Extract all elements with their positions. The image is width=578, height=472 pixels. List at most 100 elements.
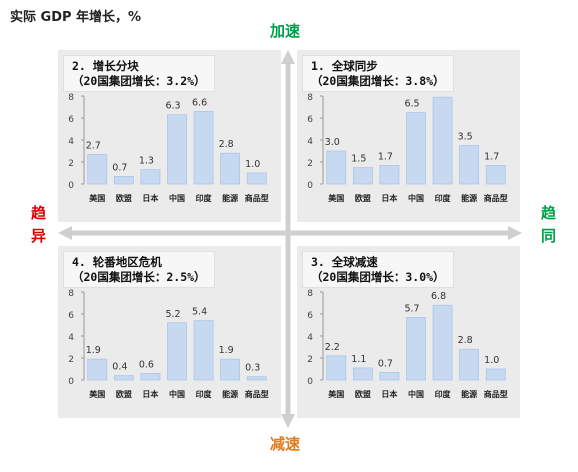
data-label: 1.7	[484, 151, 499, 162]
x-tick-label: 中国	[169, 193, 185, 203]
x-tick-label: 中国	[408, 389, 424, 399]
bar-chart-growth-blocks: 0 2 4 6 8 2.7 美国 0.7 欧盟 1.3 日本 6.3 中国 6.6 印度 2.8 能源 1.0 商品…	[68, 93, 269, 203]
bar	[406, 317, 426, 381]
x-tick-label: 商品型	[245, 193, 269, 203]
x-tick-label: 欧盟	[116, 389, 132, 399]
bar	[352, 367, 373, 381]
bar	[379, 165, 400, 185]
axis-label-diverge: 趋异	[29, 205, 47, 251]
x-tick-label: 印度	[196, 389, 213, 399]
x-tick-label: 能源	[222, 389, 238, 399]
axis-label-converge: 趋同	[539, 205, 557, 251]
x-tick-label: 欧盟	[355, 193, 371, 203]
data-label: 3.0	[325, 137, 340, 148]
y-tick-label: 8	[68, 93, 74, 103]
data-label: 5.4	[192, 307, 207, 318]
y-tick-label: 0	[307, 181, 313, 191]
panel-title: 1. 全球同步 （20国集团增长：3.8%）	[302, 55, 454, 92]
bar	[87, 358, 108, 381]
data-label: 0.7	[378, 358, 393, 369]
axis-label-decelerate: 减速	[270, 435, 301, 453]
x-tick-label: 商品型	[484, 389, 508, 399]
y-tick-label: 0	[307, 377, 313, 387]
y-tick-label: 6	[68, 115, 74, 125]
x-tick-label: 美国	[328, 193, 344, 203]
x-tick-label: 印度	[435, 193, 452, 203]
bar	[406, 112, 426, 185]
bar	[326, 150, 347, 185]
y-tick-label: 4	[307, 333, 313, 343]
bar	[140, 373, 161, 381]
chart-title: 实际 GDP 年增长，%	[10, 10, 142, 25]
bar	[379, 372, 400, 381]
bar	[167, 322, 187, 381]
data-label: 1.0	[484, 355, 499, 366]
data-label: 0.3	[245, 363, 260, 374]
data-label: 2.8	[219, 139, 234, 150]
y-tick-label: 6	[307, 115, 313, 125]
data-label: 6.6	[192, 97, 207, 108]
x-tick-label: 欧盟	[116, 193, 132, 203]
bar	[326, 355, 347, 381]
y-tick-label: 2	[68, 159, 74, 169]
x-tick-label: 商品型	[484, 193, 508, 203]
panel-global-slowdown: 0 2 4 6 8 2.2 美国 1.1 欧盟 0.7 日本 5.7 中国 6.8 印度 2.8 能源 1.0 商品…	[297, 246, 520, 418]
x-tick-label: 美国	[328, 389, 344, 399]
x-tick-label: 欧盟	[355, 389, 371, 399]
bar	[459, 145, 480, 185]
bar	[220, 358, 241, 381]
x-tick-label: 中国	[169, 389, 185, 399]
bar	[432, 96, 453, 185]
data-label: 2.2	[325, 342, 340, 353]
data-label: 2.8	[458, 335, 473, 346]
panel-growth-blocks: 0 2 4 6 8 2.7 美国 0.7 欧盟 1.3 日本 6.3 中国 6.6 印度 2.8 能源 1.0 商品…	[58, 50, 281, 222]
bar-chart-global-sync: 024683.0美国1.5欧盟1.7日本6.5中国7.9印度3.5能源1.7商品…	[307, 83, 508, 203]
data-label: 6.8	[431, 291, 446, 302]
bar	[167, 114, 187, 185]
bar	[459, 348, 480, 381]
y-tick-label: 4	[307, 137, 313, 147]
data-label: 1.3	[139, 156, 154, 167]
y-tick-label: 8	[307, 93, 313, 103]
data-label: 0.7	[112, 162, 127, 173]
x-tick-label: 商品型	[245, 389, 269, 399]
bar	[432, 304, 453, 381]
y-tick-label: 2	[68, 355, 74, 365]
data-label: 1.5	[351, 154, 366, 165]
x-tick-label: 中国	[408, 193, 424, 203]
data-label: 1.9	[86, 345, 101, 356]
y-tick-label: 6	[68, 311, 74, 321]
bar	[246, 172, 267, 185]
x-tick-label: 能源	[461, 389, 477, 399]
panel-regional-crises: 0 2 4 6 8 1.9 美国 0.4 欧盟 0.6 日本 5.2 中国 5.4 印度 1.9 能源 0.3 商品…	[58, 246, 281, 418]
panel-global-sync: 024683.0美国1.5欧盟1.7日本6.5中国7.9印度3.5能源1.7商品…	[297, 50, 520, 222]
y-tick-label: 6	[307, 311, 313, 321]
bar	[485, 165, 506, 185]
x-tick-label: 美国	[89, 389, 105, 399]
y-tick-label: 2	[307, 159, 313, 169]
data-label: 6.5	[404, 99, 419, 110]
x-tick-label: 能源	[222, 193, 238, 203]
bar	[193, 320, 214, 381]
x-tick-label: 能源	[461, 193, 477, 203]
bar	[193, 111, 214, 185]
data-label: 2.7	[86, 140, 101, 151]
data-label: 0.6	[139, 359, 154, 370]
bar-chart-regional-crises: 0 2 4 6 8 1.9 美国 0.4 欧盟 0.6 日本 5.2 中国 5.4 印度 1.9 能源 0.3 商品…	[68, 289, 269, 399]
data-label: 1.9	[219, 345, 234, 356]
panel-title: 2. 增长分块 （20国集团增长：3.2%）	[63, 55, 215, 92]
data-label: 6.3	[165, 101, 180, 112]
data-label: 5.2	[165, 309, 180, 320]
data-label: 3.5	[458, 132, 473, 143]
x-tick-label: 日本	[142, 389, 158, 399]
bar	[246, 376, 267, 381]
bar	[113, 176, 134, 185]
bar	[220, 152, 241, 185]
x-tick-label: 印度	[435, 389, 452, 399]
x-tick-label: 日本	[381, 389, 397, 399]
data-label: 1.7	[378, 151, 393, 162]
x-tick-label: 日本	[381, 193, 397, 203]
bar-chart-global-slowdown: 0 2 4 6 8 2.2 美国 1.1 欧盟 0.7 日本 5.7 中国 6.8 印度 2.8 能源 1.0 商品…	[307, 289, 508, 399]
x-tick-label: 日本	[142, 193, 158, 203]
